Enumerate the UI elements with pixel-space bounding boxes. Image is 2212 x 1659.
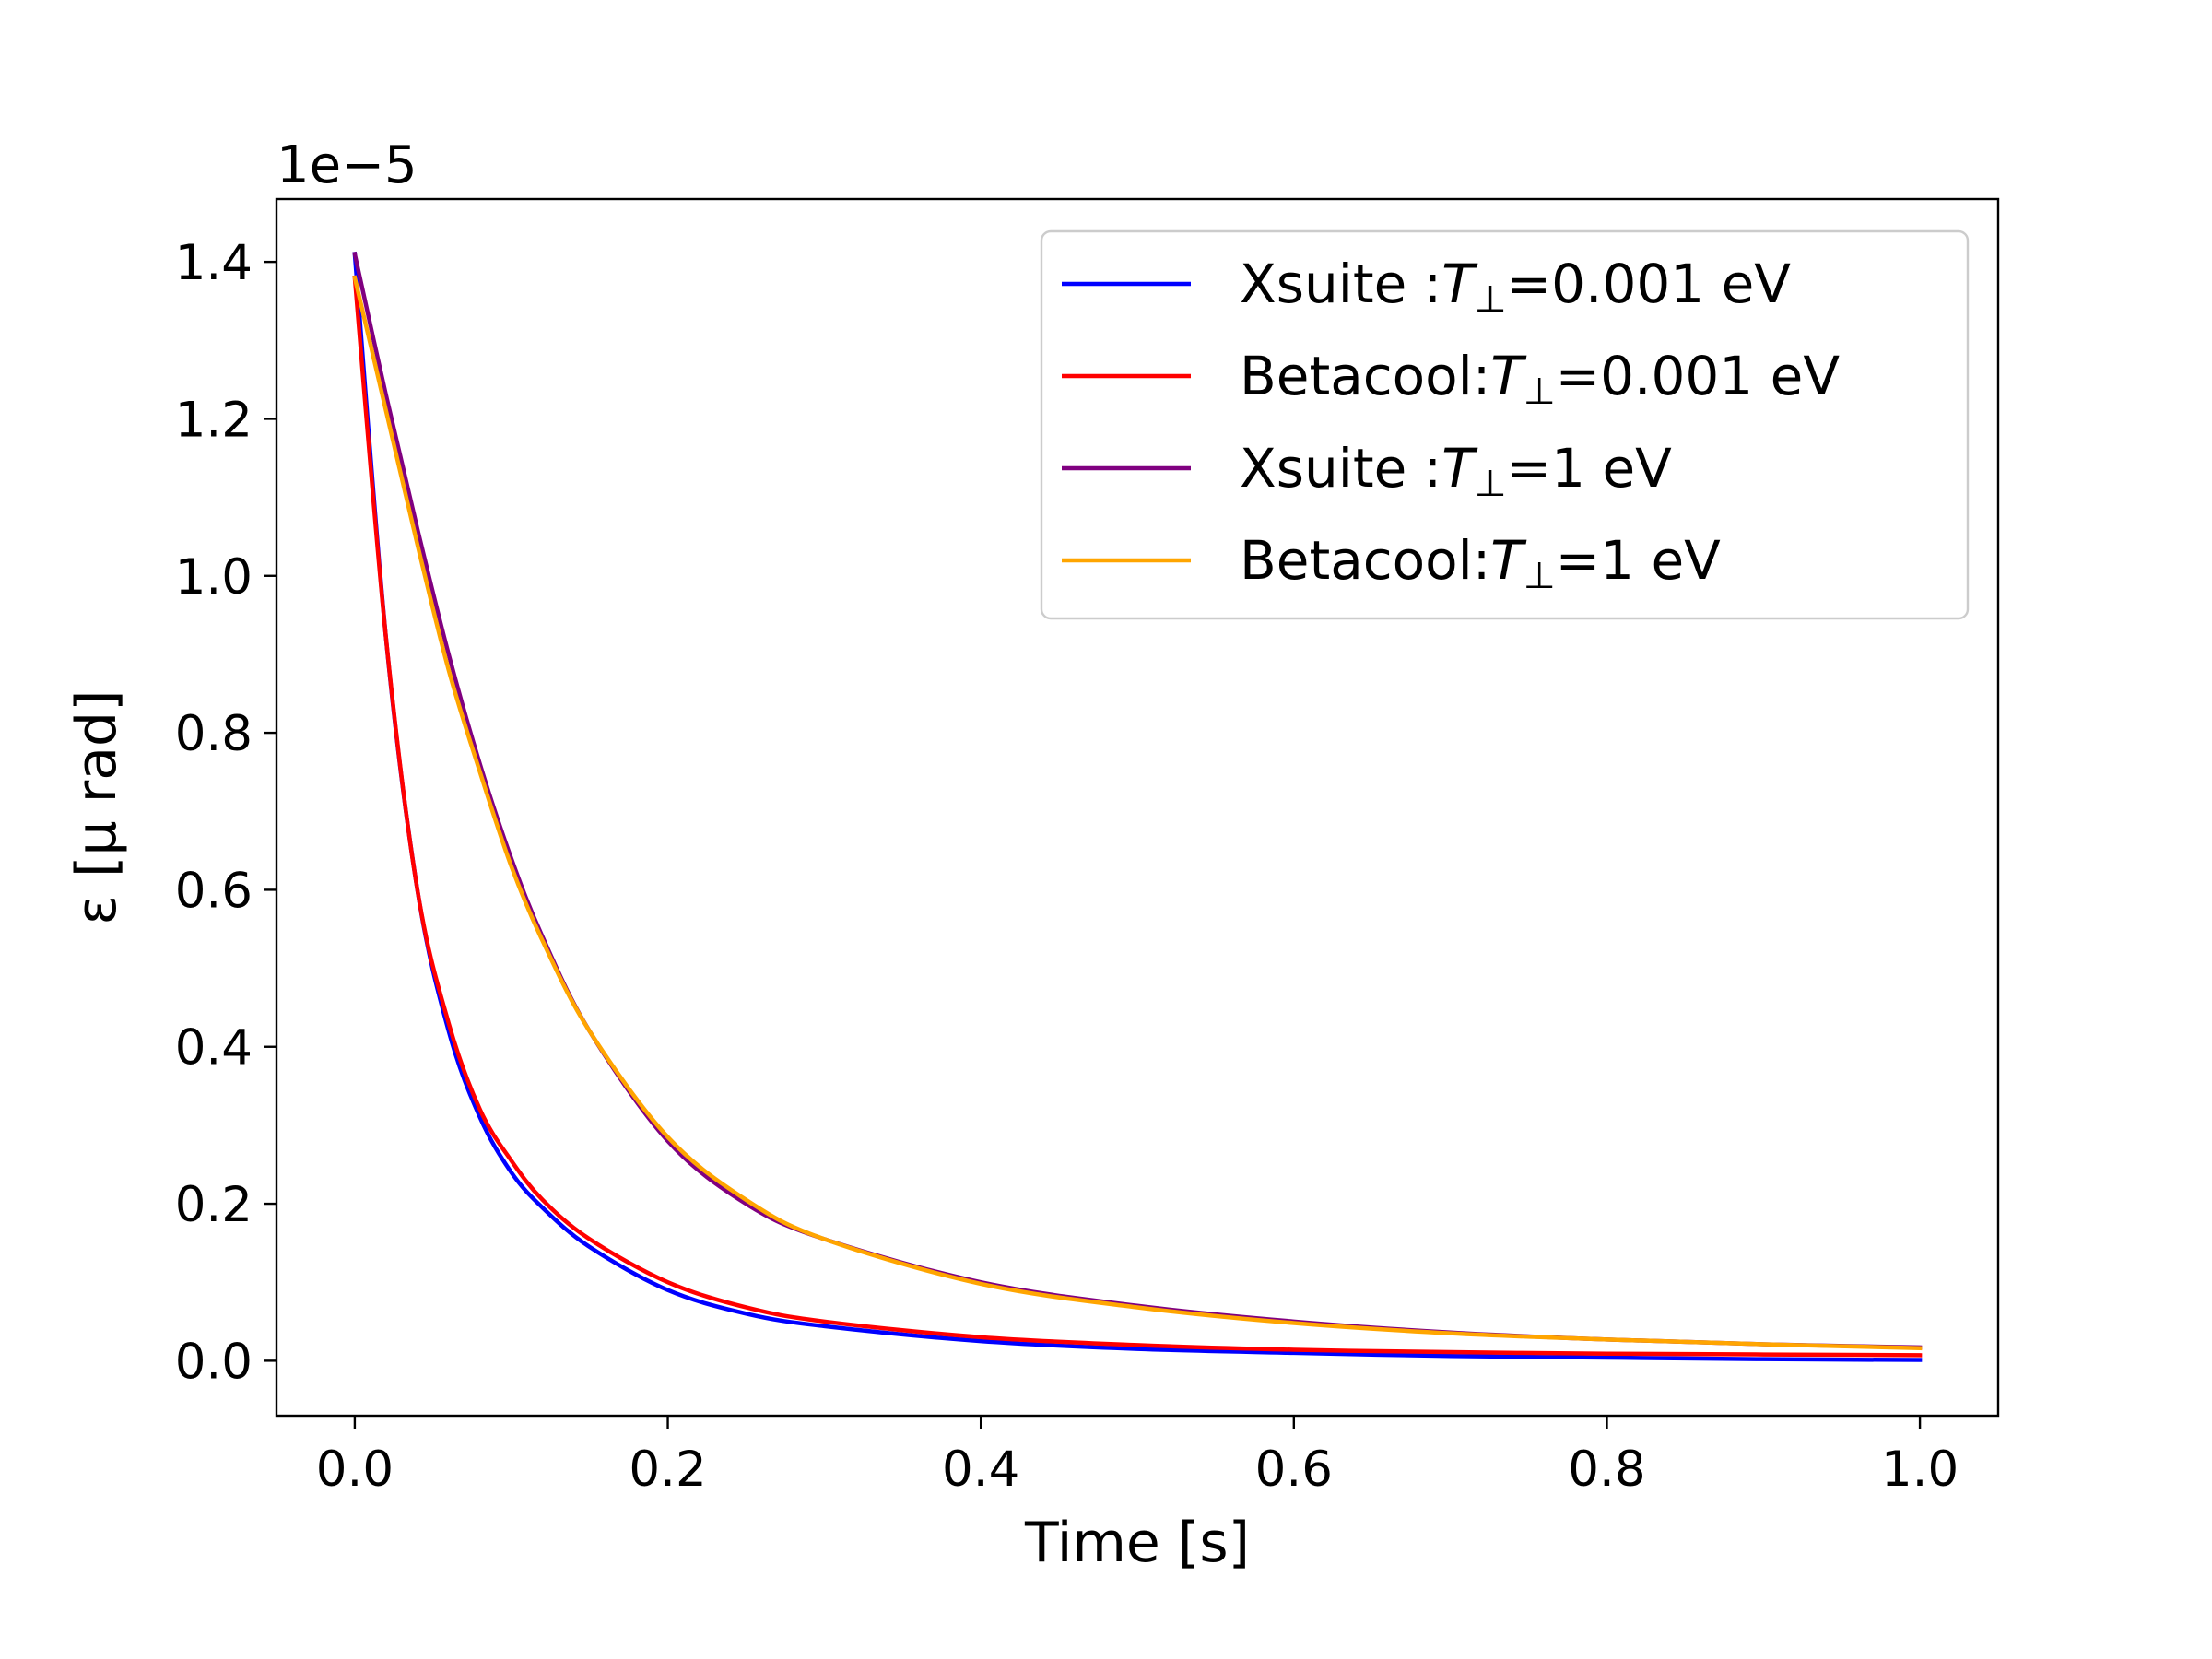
- y-tick-label: 1.0: [175, 549, 253, 606]
- series-layer: [352, 251, 1923, 1362]
- legend-frame: [1040, 229, 1970, 620]
- y-tick-label: 0.8: [175, 706, 253, 762]
- x-tick-label: 0.4: [942, 1441, 1019, 1498]
- y-tick-label: 0.2: [175, 1177, 253, 1233]
- legend-entries: Xsuite :T⊥=0.001 eV Betacool:T⊥=0.001 eV X…: [1062, 253, 1840, 597]
- y-tick-label: 0.0: [175, 1334, 253, 1390]
- legend: Xsuite :T⊥=0.001 eV Betacool:T⊥=0.001 eV X…: [1040, 229, 1970, 620]
- x-tick-label: 0.6: [1255, 1441, 1333, 1498]
- y-tick-label: 0.4: [175, 1020, 253, 1077]
- x-tick-label: 0.0: [316, 1441, 394, 1498]
- y-offset-label: 1e−5: [276, 135, 418, 195]
- y-axis-label: ε [μ rad]: [65, 689, 129, 924]
- y-tick-label: 1.4: [175, 235, 253, 291]
- legend-label-3: Xsuite :T⊥=1 eV: [1240, 437, 1672, 505]
- y-axis-ticks: 0.0 0.2 0.4 0.6 0.8 1.0 1.2 1.4: [175, 235, 276, 1390]
- x-tick-label: 0.8: [1568, 1441, 1645, 1498]
- series-line-4: [352, 275, 1923, 1351]
- x-axis-label: Time [s]: [1024, 1511, 1250, 1575]
- plot-frame: [275, 197, 2000, 1418]
- y-tick-label: 1.2: [175, 392, 253, 448]
- series-line-2: [352, 275, 1923, 1358]
- y-tick-label: 0.6: [175, 863, 253, 919]
- x-tick-label: 0.2: [629, 1441, 706, 1498]
- x-tick-label: 1.0: [1881, 1441, 1959, 1498]
- legend-label-2: Betacool:T⊥=0.001 eV: [1240, 345, 1840, 413]
- legend-label-4: Betacool:T⊥=1 eV: [1240, 529, 1721, 597]
- legend-label-1: Xsuite :T⊥=0.001 eV: [1240, 253, 1791, 321]
- x-axis-ticks: 0.0 0.2 0.4 0.6 0.8 1.0: [316, 1416, 1959, 1498]
